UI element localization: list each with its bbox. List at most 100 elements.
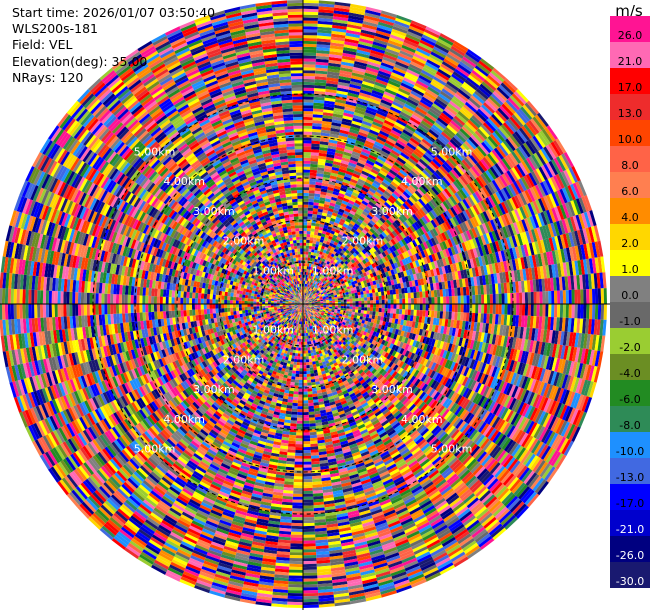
velocity-gate <box>437 311 441 318</box>
velocity-gate <box>303 164 310 167</box>
velocity-gate <box>303 234 307 237</box>
velocity-gate <box>464 295 467 304</box>
velocity-gate <box>303 231 307 234</box>
velocity-gate <box>307 228 311 231</box>
velocity-gate <box>364 307 367 311</box>
velocity-gate <box>361 307 364 310</box>
velocity-gate <box>347 306 350 309</box>
velocity-gate <box>408 304 411 310</box>
velocity-gate <box>372 293 375 297</box>
velocity-gate <box>355 293 358 296</box>
velocity-gate <box>355 295 358 298</box>
velocity-gate <box>446 304 449 312</box>
velocity-gate <box>303 184 309 187</box>
velocity-gate <box>303 225 307 228</box>
velocity-gate <box>309 181 316 184</box>
velocity-gate <box>390 309 393 314</box>
velocity-gate <box>305 254 308 257</box>
velocity-gate <box>366 290 370 294</box>
velocity-gate <box>387 290 391 295</box>
velocity-gate <box>303 111 313 114</box>
velocity-gate <box>303 126 312 129</box>
velocity-gate <box>461 304 464 312</box>
velocity-gate <box>595 289 598 305</box>
velocity-gate <box>311 149 319 153</box>
velocity-gate <box>487 294 490 304</box>
velocity-gate <box>352 307 355 310</box>
velocity-gate <box>303 208 308 211</box>
velocity-gate <box>358 310 361 313</box>
velocity-gate <box>566 304 569 318</box>
velocity-gate <box>402 304 405 309</box>
velocity-gate <box>335 306 338 308</box>
velocity-gate <box>363 291 367 295</box>
velocity-gate <box>504 304 507 315</box>
velocity-gate <box>569 304 572 318</box>
velocity-gate <box>305 266 307 269</box>
velocity-gate <box>303 41 317 44</box>
velocity-gate <box>416 310 419 316</box>
velocity-gate <box>308 202 314 205</box>
velocity-gate <box>303 193 309 196</box>
velocity-gate <box>411 298 414 304</box>
velocity-gate <box>443 289 447 297</box>
velocity-gate <box>367 307 370 311</box>
velocity-gate <box>507 304 510 315</box>
velocity-gate <box>396 304 399 309</box>
velocity-gate <box>537 304 540 316</box>
velocity-gate <box>310 170 317 174</box>
velocity-gate <box>311 158 319 162</box>
velocity-gate <box>396 309 399 314</box>
velocity-gate <box>303 146 311 149</box>
velocity-gate <box>306 249 309 252</box>
velocity-gate <box>399 294 402 299</box>
velocity-gate <box>422 310 425 317</box>
velocity-gate <box>502 304 505 315</box>
velocity-gate <box>440 297 443 304</box>
velocity-gate <box>522 292 525 304</box>
velocity-gate <box>303 120 313 123</box>
velocity-gate <box>443 311 447 319</box>
velocity-gate <box>545 291 548 304</box>
velocity-gate <box>478 304 481 313</box>
velocity-gate <box>303 117 313 120</box>
velocity-gate <box>358 295 361 298</box>
velocity-gate <box>303 140 312 143</box>
velocity-gate <box>446 296 449 304</box>
velocity-gate <box>384 308 387 313</box>
velocity-gate <box>358 298 361 301</box>
velocity-gate <box>449 296 452 304</box>
velocity-gate <box>355 310 358 313</box>
velocity-gate <box>394 299 397 304</box>
velocity-gate <box>391 299 394 304</box>
velocity-gate <box>534 304 537 316</box>
velocity-gate <box>352 299 355 302</box>
velocity-gate <box>303 196 309 199</box>
velocity-gate <box>303 123 313 126</box>
velocity-gate <box>467 304 470 313</box>
velocity-gate <box>589 304 592 319</box>
velocity-gate <box>379 304 382 308</box>
velocity-gate <box>308 199 314 202</box>
velocity-gate <box>373 304 376 308</box>
velocity-gate <box>341 300 344 302</box>
velocity-gate <box>575 290 578 304</box>
velocity-gate <box>379 308 382 312</box>
velocity-gate <box>425 310 428 317</box>
velocity-gate <box>583 289 586 304</box>
velocity-gate <box>311 144 320 148</box>
velocity-gate <box>367 301 370 305</box>
velocity-gate <box>414 304 417 310</box>
velocity-gate <box>303 35 317 38</box>
velocity-gate <box>399 309 402 314</box>
velocity-gate <box>313 208 318 212</box>
velocity-gate <box>554 291 557 304</box>
velocity-gate <box>347 299 350 302</box>
velocity-gate <box>307 216 312 219</box>
velocity-gate <box>303 26 318 29</box>
velocity-gate <box>387 308 390 313</box>
velocity-gate <box>431 304 434 311</box>
velocity-gate <box>419 292 422 298</box>
velocity-gate <box>303 199 309 202</box>
